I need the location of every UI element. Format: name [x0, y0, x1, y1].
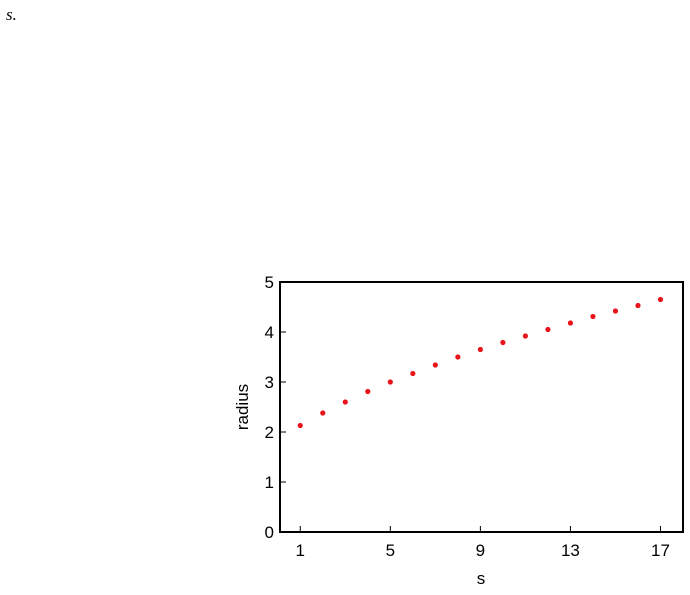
- point: [432, 362, 438, 368]
- point: [477, 346, 483, 353]
- point: [320, 410, 326, 416]
- x-tick-label: 17: [651, 541, 670, 560]
- point: [590, 313, 596, 320]
- x-tick-label: 5: [386, 541, 395, 560]
- page-text: s.: [6, 5, 17, 24]
- point: [297, 422, 303, 429]
- y-tick-label: 5: [265, 273, 274, 292]
- point: [545, 326, 551, 333]
- x-axis-label: s: [477, 569, 486, 588]
- point: [567, 320, 574, 326]
- y-tick-label: 1: [265, 473, 274, 492]
- y-tick-label: 4: [265, 323, 274, 342]
- point: [410, 370, 416, 377]
- y-axis-label: radius: [233, 384, 252, 430]
- point: [657, 296, 664, 303]
- plot-frame: [279, 281, 684, 533]
- point: [365, 388, 371, 395]
- point: [635, 302, 641, 309]
- point: [342, 399, 348, 405]
- point: [387, 379, 393, 385]
- point: [612, 308, 619, 314]
- y-tick-label: 0: [265, 523, 274, 542]
- y-tick-label: 3: [265, 373, 274, 392]
- point: [500, 339, 506, 346]
- x-tick-label: 9: [476, 541, 485, 560]
- x-tick-label: 13: [561, 541, 580, 560]
- point: [455, 354, 461, 360]
- x-tick-label: 1: [296, 541, 305, 560]
- y-tick-label: 2: [265, 423, 274, 442]
- point: [522, 333, 529, 339]
